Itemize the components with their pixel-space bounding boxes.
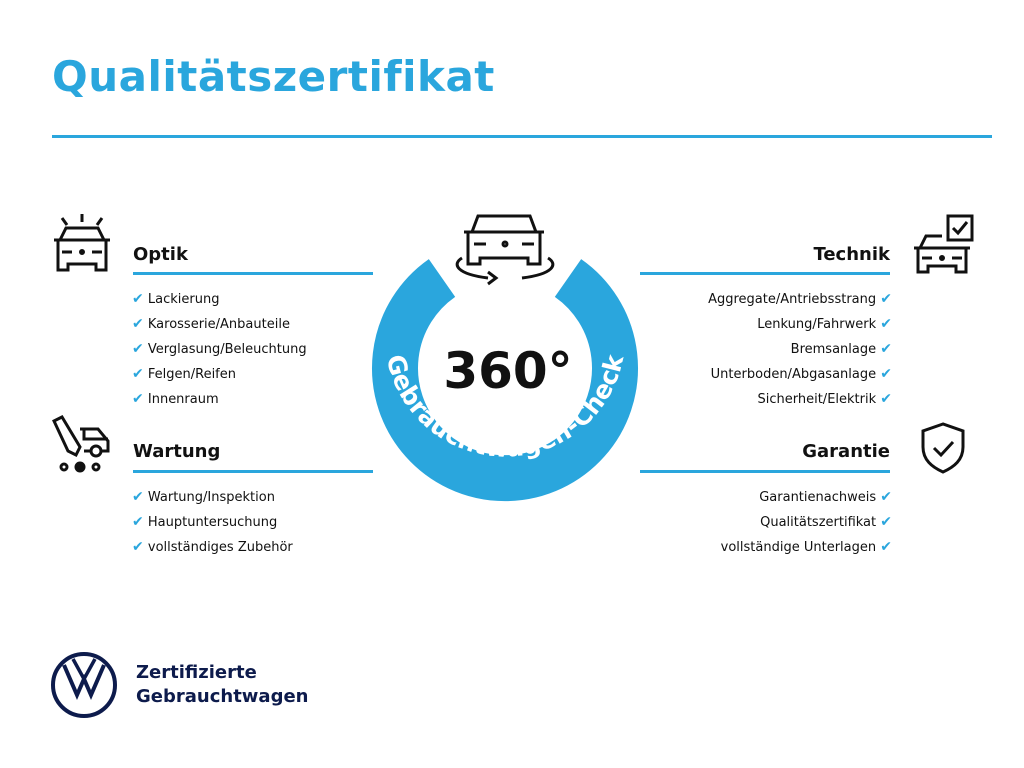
list-item: Garantienachweis ✔: [759, 489, 892, 505]
list-item: ✔ Innenraum: [132, 391, 219, 407]
section-title-garantie: Garantie: [802, 441, 890, 462]
title-divider: [52, 135, 992, 138]
check-icon: ✔: [132, 366, 144, 382]
list-item: ✔ Verglasung/Beleuchtung: [132, 341, 307, 357]
list-item: Unterboden/Abgasanlage ✔: [710, 366, 892, 382]
section-title-technik: Technik: [813, 244, 890, 265]
check-icon: ✔: [132, 341, 144, 357]
list-item: ✔ Lackierung: [132, 291, 220, 307]
check-icon: ✔: [880, 489, 892, 505]
list-garantie: Garantienachweis ✔ Qualitätszertifikat ✔…: [721, 485, 892, 560]
page-title: Qualitätszertifikat: [52, 52, 495, 101]
check-icon: ✔: [132, 291, 144, 307]
list-item: Aggregate/Antriebsstrang ✔: [708, 291, 892, 307]
list-item: ✔ Hauptuntersuchung: [132, 514, 278, 530]
section-line-technik: [640, 272, 890, 275]
center-badge: Gebrauchtwagen-Check 360°: [372, 214, 638, 502]
car-rotate-icon: [455, 214, 555, 286]
check-icon: ✔: [132, 316, 144, 332]
check-icon: ✔: [132, 514, 144, 530]
check-icon: ✔: [880, 366, 892, 382]
car-lights-icon: [54, 214, 110, 272]
check-icon: ✔: [880, 514, 892, 530]
list-item: vollständige Unterlagen ✔: [720, 539, 892, 555]
check-icon: ✔: [132, 391, 144, 407]
check-icon: ✔: [880, 391, 892, 407]
service-van-icon: [52, 415, 110, 473]
list-item: ✔ Wartung/Inspektion: [132, 489, 275, 505]
brand-line2: Gebrauchtwagen: [136, 686, 309, 707]
section-line-garantie: [640, 470, 890, 473]
list-item: ✔ Felgen/Reifen: [132, 366, 236, 382]
check-icon: ✔: [880, 539, 892, 555]
check-icon: ✔: [132, 539, 144, 555]
degrees-text: 360°: [443, 342, 572, 400]
check-icon: ✔: [132, 489, 144, 505]
check-icon: ✔: [880, 291, 892, 307]
section-line-optik: [133, 272, 373, 275]
section-title-wartung: Wartung: [133, 441, 221, 462]
ring-arc: [372, 259, 638, 502]
list-technik: Aggregate/Antriebsstrang ✔ Lenkung/Fahrw…: [708, 287, 892, 412]
shield-check-icon: [921, 422, 965, 474]
check-icon: ✔: [880, 316, 892, 332]
list-item: Sicherheit/Elektrik ✔: [757, 391, 893, 407]
list-item: Bremsanlage ✔: [790, 341, 892, 357]
list-item: Lenkung/Fahrwerk ✔: [757, 316, 892, 332]
list-wartung: ✔ Wartung/Inspektion ✔ Hauptuntersuchung…: [132, 485, 293, 560]
check-icon: ✔: [880, 341, 892, 357]
vw-logo: [51, 652, 117, 718]
car-checkbox-icon: [914, 214, 974, 274]
section-title-optik: Optik: [133, 244, 188, 265]
list-item: ✔ vollständiges Zubehör: [132, 539, 293, 555]
brand-line1: Zertifizierte: [136, 662, 257, 683]
brand-text: Zertifizierte Gebrauchtwagen: [136, 661, 308, 709]
list-optik: ✔ Lackierung ✔ Karosserie/Anbauteile ✔ V…: [132, 287, 307, 412]
list-item: ✔ Karosserie/Anbauteile: [132, 316, 290, 332]
section-line-wartung: [133, 470, 373, 473]
list-item: Qualitätszertifikat ✔: [760, 514, 892, 530]
